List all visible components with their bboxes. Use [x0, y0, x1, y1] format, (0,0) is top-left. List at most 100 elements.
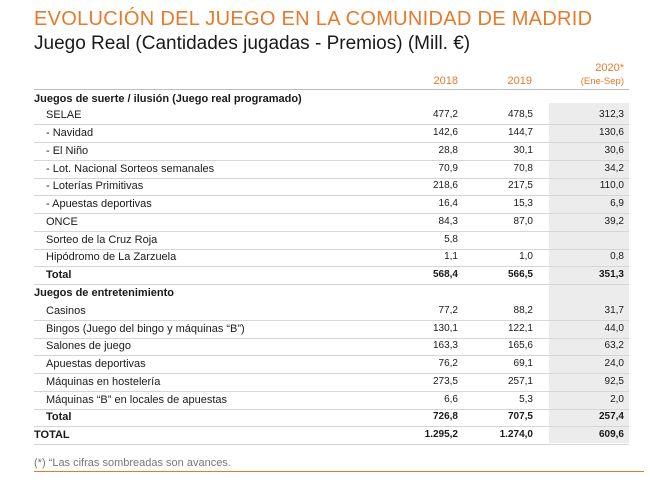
value-2019: 122,1: [507, 323, 533, 334]
value-2018: 218,6: [432, 180, 458, 191]
table-row: - Navidad 142,6 144,7 130,6: [34, 124, 629, 143]
table-row: SELAE 477,2 478,5 312,3: [34, 106, 629, 125]
footer-divider: [34, 471, 644, 472]
value-2018: 6,6: [444, 394, 458, 405]
row-label: SELAE: [46, 109, 82, 121]
value-2019: 1.274,0: [499, 429, 533, 440]
value-2020: 31,7: [604, 305, 624, 316]
subtotal-row: Total 568,4 566,5 351,3: [34, 266, 629, 285]
footnote: (*) “Las cifras sombreadas son avances.: [34, 457, 231, 469]
column-header-2020-period: (Ene-Sep): [580, 76, 624, 87]
value-2020: 130,6: [598, 127, 624, 138]
value-2020: 39,2: [604, 216, 624, 227]
value-2019: 217,5: [507, 180, 533, 191]
table-row: - Apuestas deportivas 16,4 15,3 6,9: [34, 195, 629, 214]
value-2018: 477,2: [432, 109, 458, 120]
table-row: Máquinas “B” en locales de apuestas 6,6 …: [34, 391, 629, 410]
value-2018: 726,8: [432, 411, 458, 422]
value-2020: 24,0: [604, 358, 624, 369]
grand-total-row: TOTAL 1.295,2 1.274,0 609,6: [34, 426, 629, 445]
value-2020: 92,5: [604, 376, 624, 387]
value-2018: 163,3: [432, 340, 458, 351]
value-2020: 351,3: [598, 269, 624, 280]
row-label: - Lot. Nacional Sorteos semanales: [46, 163, 215, 175]
value-2018: 16,4: [438, 198, 458, 209]
value-2020: 0,8: [610, 251, 624, 262]
row-label: ONCE: [46, 216, 78, 228]
value-2018: 130,1: [432, 323, 458, 334]
shaded-column-2020: [549, 103, 629, 443]
value-2019: 69,1: [513, 358, 533, 369]
value-2020: 6,9: [610, 198, 624, 209]
row-label: Sorteo de la Cruz Roja: [46, 234, 158, 246]
value-2019: 30,1: [513, 145, 533, 156]
page-title: EVOLUCIÓN DEL JUEGO EN LA COMUNIDAD DE M…: [34, 8, 593, 30]
table-row: ONCE 84,3 87,0 39,2: [34, 213, 629, 232]
value-2020: 34,2: [604, 163, 624, 174]
value-2019: 88,2: [513, 305, 533, 316]
value-2020: 609,6: [598, 429, 624, 440]
table-row: Bingos (Juego del bingo y máquinas “B”) …: [34, 320, 629, 339]
value-2020: 30,6: [604, 145, 624, 156]
value-2018: 142,6: [432, 127, 458, 138]
table-row: Sorteo de la Cruz Roja 5,8: [34, 231, 629, 250]
table-row: Salones de juego 163,3 165,6 63,2: [34, 337, 629, 356]
section-header-row: Juegos de entretenimiento: [34, 284, 629, 302]
value-2018: 273,5: [432, 376, 458, 387]
row-label: Máquinas en hostelería: [46, 376, 161, 388]
row-label: Máquinas “B” en locales de apuestas: [46, 394, 227, 406]
value-2019: 15,3: [513, 198, 533, 209]
table-row: Casinos 77,2 88,2 31,7: [34, 302, 629, 321]
value-2018: 76,2: [438, 358, 458, 369]
value-2020: 44,0: [604, 323, 624, 334]
column-header-2018: 2018: [433, 75, 458, 87]
value-2019: 707,5: [507, 411, 533, 422]
value-2018: 1,1: [444, 251, 458, 262]
table-row: - El Niño 28,8 30,1 30,6: [34, 142, 629, 161]
value-2018: 5,8: [444, 234, 458, 245]
value-2018: 28,8: [438, 145, 458, 156]
row-label: Total: [46, 411, 72, 423]
value-2019: 566,5: [507, 269, 533, 280]
page-subtitle: Juego Real (Cantidades jugadas - Premios…: [34, 33, 471, 54]
row-label: - Apuestas deportivas: [46, 198, 152, 210]
value-2020: 257,4: [598, 411, 624, 422]
value-2020: 63,2: [604, 340, 624, 351]
table-row: - Loterías Primitivas 218,6 217,5 110,0: [34, 177, 629, 196]
value-2020: 2,0: [610, 394, 624, 405]
row-label: Juegos de suerte / ilusión (Juego real p…: [34, 93, 302, 105]
value-2019: 144,7: [507, 127, 533, 138]
section-header-row: Juegos de suerte / ilusión (Juego real p…: [34, 90, 629, 108]
value-2019: 165,6: [507, 340, 533, 351]
value-2018: 77,2: [438, 305, 458, 316]
row-label: TOTAL: [34, 429, 70, 441]
value-2019: 5,3: [519, 394, 533, 405]
row-label: - El Niño: [46, 145, 89, 157]
value-2020: 110,0: [599, 180, 624, 191]
value-2019: 70,8: [513, 163, 533, 174]
table-row: Hipódromo de La Zarzuela 1,1 1,0 0,8: [34, 248, 629, 267]
column-header-2019: 2019: [507, 75, 532, 87]
table-row: Apuestas deportivas 76,2 69,1 24,0: [34, 355, 629, 374]
table-row: Máquinas en hostelería 273,5 257,1 92,5: [34, 373, 629, 392]
value-2019: 478,5: [507, 109, 533, 120]
row-label: Juegos de entretenimiento: [34, 287, 174, 299]
row-label: - Navidad: [46, 127, 94, 139]
row-label: Bingos (Juego del bingo y máquinas “B”): [46, 323, 245, 335]
column-header-2020: 2020*: [595, 62, 624, 74]
row-label: Apuestas deportivas: [46, 358, 146, 370]
row-label: Total: [46, 269, 72, 281]
value-2019: 257,1: [507, 376, 533, 387]
value-2019: 1,0: [519, 251, 533, 262]
row-label: Casinos: [46, 305, 86, 317]
header-divider: [34, 89, 629, 90]
value-2018: 1.295,2: [424, 429, 458, 440]
value-2018: 84,3: [438, 216, 458, 227]
row-label: - Loterías Primitivas: [46, 180, 144, 192]
value-2019: 87,0: [513, 216, 533, 227]
row-label: Salones de juego: [46, 340, 132, 352]
subtotal-row: Total 726,8 707,5 257,4: [34, 408, 629, 427]
table-row: - Lot. Nacional Sorteos semanales 70,9 7…: [34, 160, 629, 179]
row-label: Hipódromo de La Zarzuela: [46, 251, 177, 263]
value-2020: 312,3: [598, 109, 624, 120]
